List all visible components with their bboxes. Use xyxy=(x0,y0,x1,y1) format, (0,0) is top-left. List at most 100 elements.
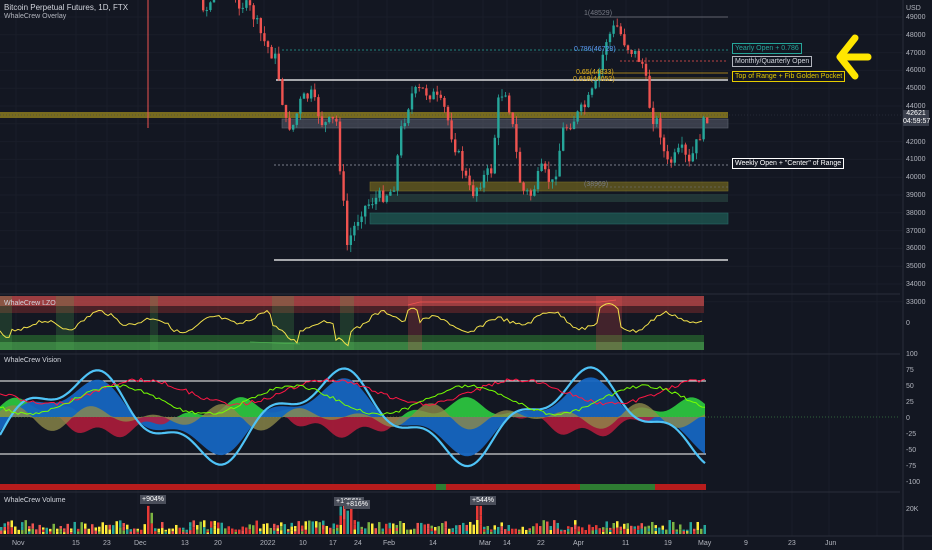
candle xyxy=(306,92,309,102)
volume-bar xyxy=(528,528,531,534)
candle xyxy=(320,111,324,128)
overlay-title[interactable]: WhaleCrew Overlay xyxy=(4,13,67,20)
volume-bar xyxy=(518,529,521,534)
volume-bar xyxy=(262,523,265,534)
lzo-zone xyxy=(56,296,74,350)
candle xyxy=(284,104,288,123)
price-tick: 41000 xyxy=(906,156,926,164)
volume-bar xyxy=(336,524,339,534)
candle xyxy=(202,0,205,13)
lzo-top-band xyxy=(0,296,704,306)
volume-bars[interactable] xyxy=(0,504,706,534)
volume-bar xyxy=(220,522,223,534)
volume-bar xyxy=(66,523,69,534)
candle xyxy=(652,101,655,132)
volume-bar xyxy=(105,525,108,534)
candle xyxy=(569,123,572,131)
time-tick: 23 xyxy=(788,540,796,547)
candle xyxy=(529,188,532,201)
candle xyxy=(623,28,626,47)
volume-bar xyxy=(343,504,346,534)
candle xyxy=(684,142,687,163)
volume-bar xyxy=(472,524,475,534)
volume-title[interactable]: WhaleCrew Volume xyxy=(4,497,66,504)
candle xyxy=(342,164,345,206)
candle xyxy=(677,143,680,155)
candle xyxy=(666,144,669,164)
volume-bar xyxy=(171,528,174,534)
volume-bar xyxy=(469,521,472,534)
current-price-timer: 04:59:57 xyxy=(903,118,931,125)
lzo-zone xyxy=(408,296,422,350)
volume-bar xyxy=(570,527,573,534)
candle xyxy=(277,46,280,81)
candlestick-series[interactable] xyxy=(147,0,709,253)
time-tick: 11 xyxy=(622,540,630,547)
top-of-range-label[interactable]: Top of Range + Fib Golden Pocket xyxy=(732,71,846,82)
arrow-left-icon xyxy=(836,34,872,80)
volume-bar xyxy=(94,527,97,534)
price-tick: 37000 xyxy=(906,227,926,235)
candle xyxy=(641,58,644,69)
candle xyxy=(241,2,244,13)
lzo-title[interactable]: WhaleCrew LZO xyxy=(4,300,56,307)
volume-bar xyxy=(374,528,377,534)
volume-bar xyxy=(507,524,510,534)
volume-badge: +816% xyxy=(344,500,370,509)
vision-signal-strip xyxy=(0,484,706,490)
volume-badge: +904% xyxy=(140,495,166,504)
volume-bar xyxy=(511,528,514,534)
candle xyxy=(331,116,334,124)
volume-bar xyxy=(77,528,80,534)
candle xyxy=(454,132,457,156)
price-tick: 34000 xyxy=(906,281,926,288)
volume-bar xyxy=(644,526,647,534)
candle xyxy=(248,0,252,11)
volume-bar xyxy=(98,526,101,534)
volume-bar xyxy=(42,527,45,534)
volume-bar xyxy=(395,524,398,534)
candle xyxy=(414,85,417,98)
volume-bar xyxy=(399,521,402,534)
lzo-bot-band-2 xyxy=(0,342,704,350)
vision-green-line[interactable] xyxy=(0,384,706,416)
volume-bar xyxy=(455,525,458,534)
candle xyxy=(634,50,637,58)
vision-cyan-line[interactable] xyxy=(0,366,706,468)
volume-bar xyxy=(287,529,290,534)
volume-bar xyxy=(427,523,430,534)
volume-bar xyxy=(164,529,167,534)
volume-bar xyxy=(458,525,461,534)
time-tick: Nov xyxy=(12,540,25,547)
lzo-line[interactable] xyxy=(0,302,703,347)
volume-bar xyxy=(126,524,129,534)
volume-bar xyxy=(588,524,591,534)
candle xyxy=(364,205,367,225)
volume-bar xyxy=(416,522,419,534)
monthly-open-label[interactable]: Monthly/Quarterly Open xyxy=(732,56,813,67)
volume-bar xyxy=(329,527,332,534)
fib-0618-tag: 0.618(44052) xyxy=(573,76,615,83)
volume-bar xyxy=(150,512,153,534)
volume-bar xyxy=(598,528,601,534)
vision-title[interactable]: WhaleCrew Vision xyxy=(4,357,62,364)
candle xyxy=(252,3,255,27)
volume-bar xyxy=(122,523,125,534)
volume-bar xyxy=(119,520,122,534)
volume-bar xyxy=(612,522,615,534)
volume-bar xyxy=(280,522,283,534)
volume-bar xyxy=(661,525,664,534)
yearly-open-label[interactable]: Yearly Open + 0.786 xyxy=(732,43,802,54)
volume-bar xyxy=(206,529,209,534)
volume-bar xyxy=(630,525,633,534)
candle xyxy=(432,88,435,100)
price-tick: 40000 xyxy=(906,174,926,182)
symbol-title[interactable]: Bitcoin Perpetual Futures, 1D, FTX xyxy=(4,3,129,12)
volume-bar xyxy=(493,525,496,534)
time-tick: 22 xyxy=(537,540,545,547)
candle xyxy=(446,104,450,126)
candle xyxy=(389,189,392,196)
volume-bar xyxy=(175,524,178,534)
weekly-open-label[interactable]: Weekly Open + "Center" of Range xyxy=(732,158,845,169)
